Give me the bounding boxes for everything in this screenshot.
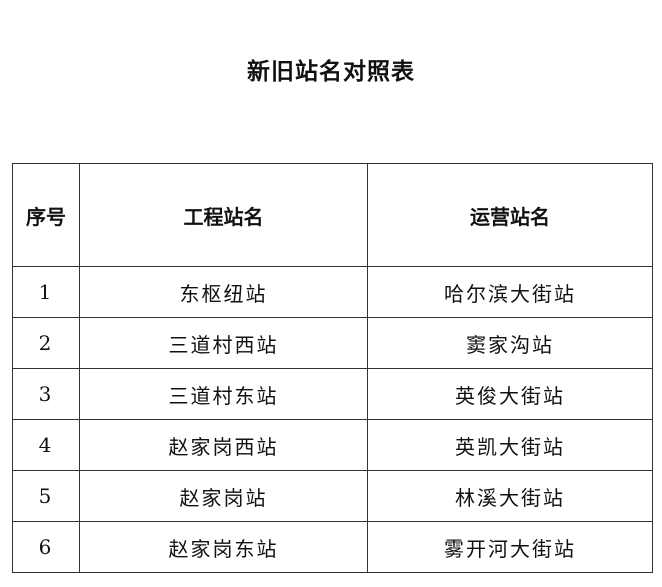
cell-index: 3 [12,368,80,420]
table-row: 3 三道村东站 英俊大街站 [12,368,653,420]
table-header-row: 序号 工程站名 运营站名 [12,163,653,267]
cell-index: 4 [12,419,80,471]
cell-engineering-name: 赵家岗站 [79,470,368,522]
header-operating-name: 运营站名 [367,163,653,267]
table-row: 5 赵家岗站 林溪大街站 [12,470,653,522]
cell-engineering-name: 赵家岗西站 [79,419,368,471]
cell-engineering-name: 赵家岗东站 [79,521,368,573]
table-row: 4 赵家岗西站 英凯大街站 [12,419,653,471]
cell-engineering-name: 三道村西站 [79,317,368,369]
table-row: 2 三道村西站 窦家沟站 [12,317,653,369]
table-row: 1 东枢纽站 哈尔滨大街站 [12,266,653,318]
cell-index: 6 [12,521,80,573]
header-engineering-name: 工程站名 [79,163,368,267]
cell-index: 5 [12,470,80,522]
cell-engineering-name: 三道村东站 [79,368,368,420]
cell-operating-name: 哈尔滨大街站 [367,266,653,318]
cell-operating-name: 林溪大街站 [367,470,653,522]
cell-operating-name: 英凯大街站 [367,419,653,471]
cell-operating-name: 雾开河大街站 [367,521,653,573]
header-index: 序号 [12,163,80,267]
cell-index: 2 [12,317,80,369]
cell-operating-name: 英俊大街站 [367,368,653,420]
station-name-table: 序号 工程站名 运营站名 1 东枢纽站 哈尔滨大街站 2 三道村西站 窦家沟站 … [12,163,653,573]
table-row: 6 赵家岗东站 雾开河大街站 [12,521,653,573]
cell-index: 1 [12,266,80,318]
cell-operating-name: 窦家沟站 [367,317,653,369]
document-title: 新旧站名对照表 [247,58,415,85]
cell-engineering-name: 东枢纽站 [79,266,368,318]
